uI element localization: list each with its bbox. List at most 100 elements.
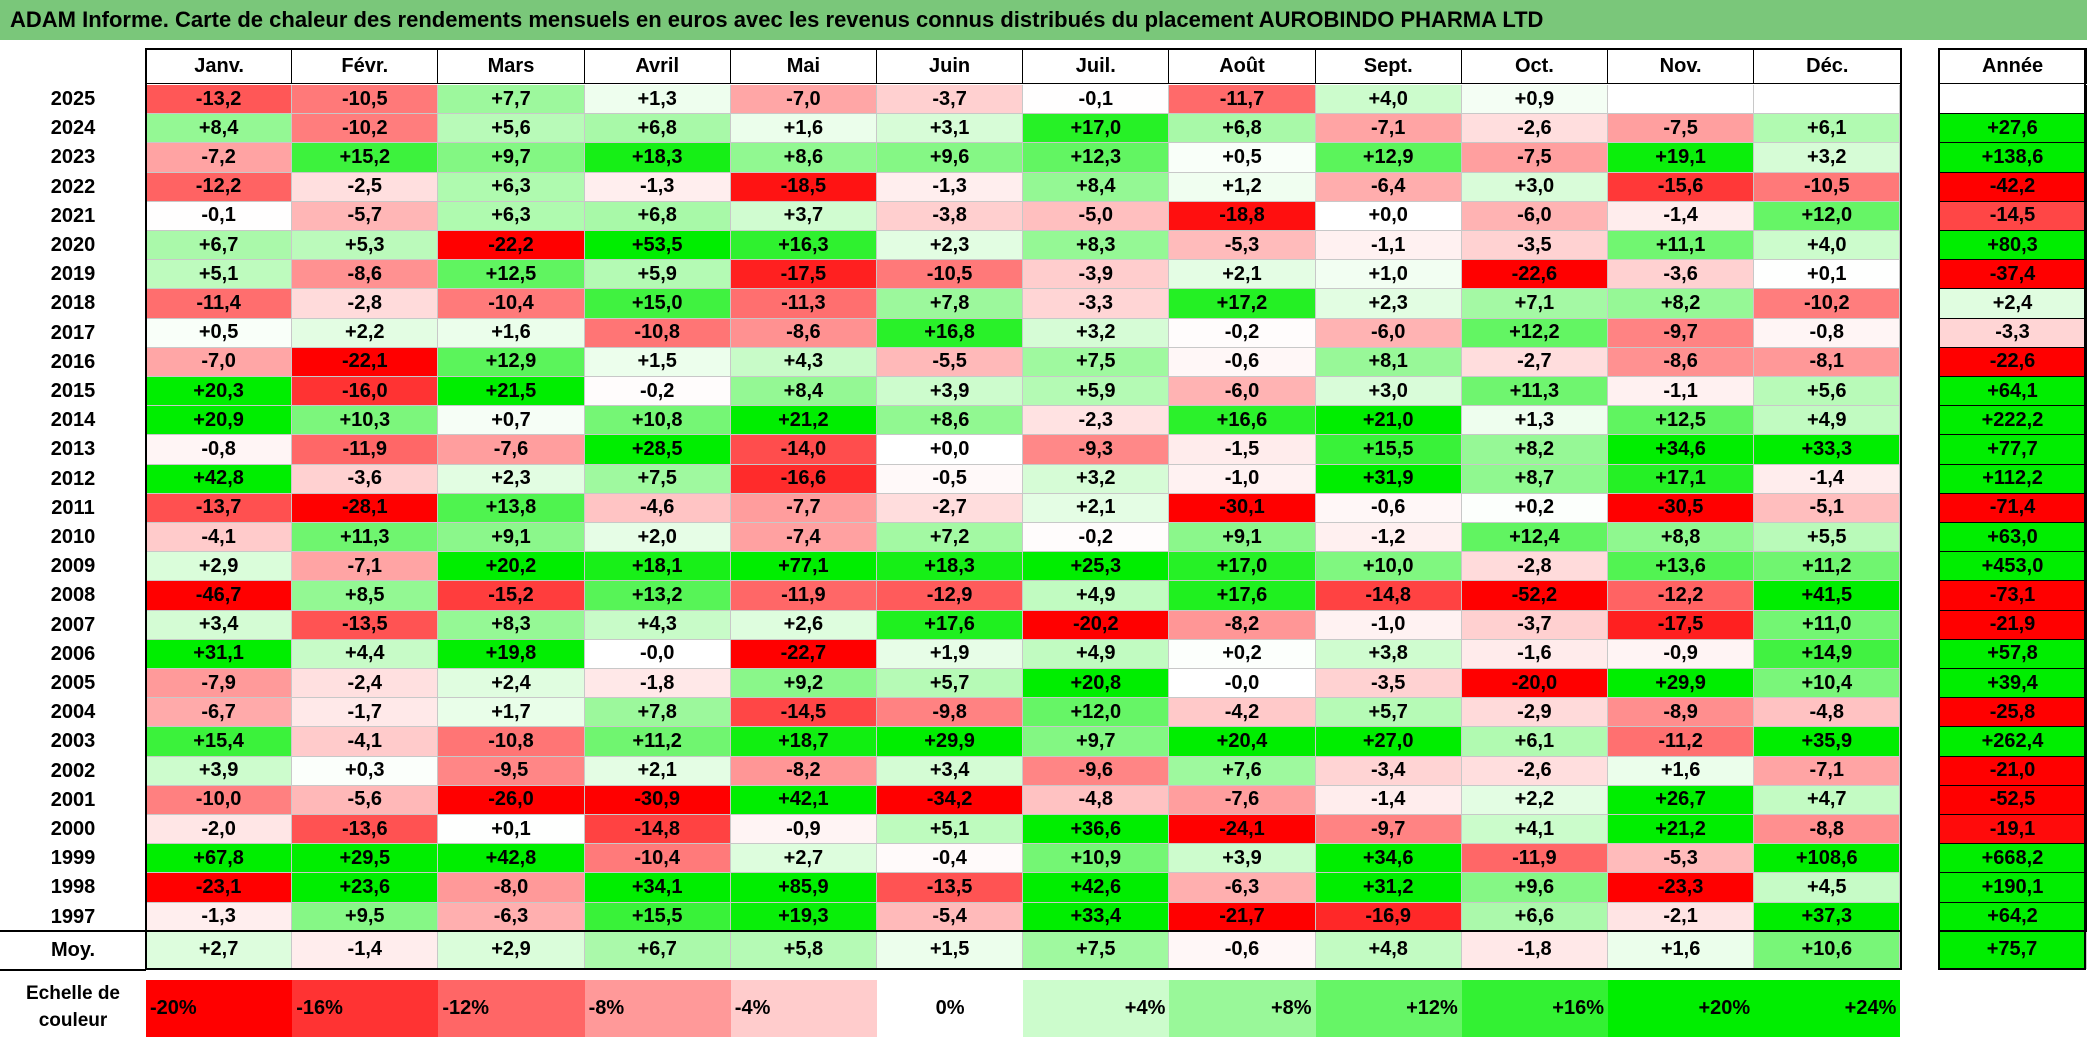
heatmap-cell: +17,6 bbox=[1169, 581, 1316, 611]
average-cell: -1,4 bbox=[292, 931, 439, 969]
annual-header: Année bbox=[1938, 48, 2087, 84]
heatmap-cell: -3,3 bbox=[1023, 289, 1170, 319]
heatmap-cell: +17,0 bbox=[1169, 552, 1316, 582]
scale-swatch: -4% bbox=[730, 980, 877, 1037]
heatmap-cell: +2,9 bbox=[146, 552, 293, 582]
heatmap-cell: -30,5 bbox=[1608, 493, 1755, 523]
year-label: 2017 bbox=[0, 318, 146, 348]
heatmap-cell: -5,3 bbox=[1169, 231, 1316, 261]
heatmap-cell: -52,2 bbox=[1461, 581, 1608, 611]
heatmap-cell: +0,5 bbox=[1169, 143, 1316, 173]
heatmap-cell: +17,6 bbox=[877, 610, 1024, 640]
heatmap-cell: +2,3 bbox=[438, 464, 585, 494]
heatmap-cell: +29,9 bbox=[877, 727, 1024, 757]
heatmap-cell: -2,5 bbox=[292, 172, 439, 202]
heatmap-cell: +8,4 bbox=[146, 114, 293, 144]
heatmap-cell: -1,3 bbox=[584, 172, 731, 202]
heatmap-cell: +19,3 bbox=[730, 902, 877, 932]
year-label: 2000 bbox=[0, 815, 146, 845]
heatmap-cell: -7,0 bbox=[730, 85, 877, 115]
annual-cell: +27,6 bbox=[1938, 114, 2087, 144]
heatmap-cell: +5,5 bbox=[1754, 523, 1901, 553]
heatmap-cell: +17,2 bbox=[1169, 289, 1316, 319]
heatmap-cell: +9,7 bbox=[438, 143, 585, 173]
heatmap-cell: +21,2 bbox=[730, 406, 877, 436]
year-label: 2006 bbox=[0, 639, 146, 669]
heatmap-cell: -16,0 bbox=[292, 377, 439, 407]
heatmap-cell: +29,5 bbox=[292, 844, 439, 874]
year-label: 1997 bbox=[0, 902, 146, 932]
annual-cell: +2,4 bbox=[1938, 289, 2087, 319]
heatmap-cell: +3,1 bbox=[877, 114, 1024, 144]
heatmap-cell: +17,0 bbox=[1023, 114, 1170, 144]
heatmap-cell: +9,1 bbox=[438, 523, 585, 553]
year-label: 2007 bbox=[0, 610, 146, 640]
heatmap-cell: +27,0 bbox=[1315, 727, 1462, 757]
heatmap-cell: +20,4 bbox=[1169, 727, 1316, 757]
average-cell: +2,9 bbox=[438, 931, 585, 969]
heatmap-cell: +0,2 bbox=[1169, 639, 1316, 669]
heatmap-cell: +19,8 bbox=[438, 639, 585, 669]
average-cell: +1,5 bbox=[877, 931, 1024, 969]
heatmap-cell: +1,6 bbox=[730, 114, 877, 144]
heatmap-cell: +17,1 bbox=[1608, 464, 1755, 494]
heatmap-cell: -23,1 bbox=[146, 873, 293, 903]
heatmap-cell: +6,7 bbox=[146, 231, 293, 261]
heatmap-cell: -22,6 bbox=[1461, 260, 1608, 290]
heatmap-cell: -16,9 bbox=[1315, 902, 1462, 932]
scale-swatch: +20% bbox=[1608, 980, 1755, 1037]
heatmap-cell: -6,7 bbox=[146, 698, 293, 728]
heatmap-cell: +42,8 bbox=[146, 464, 293, 494]
heatmap-cell: +53,5 bbox=[584, 231, 731, 261]
heatmap-cell: -13,7 bbox=[146, 493, 293, 523]
heatmap-cell: +36,6 bbox=[1023, 815, 1170, 845]
annual-cell: -71,4 bbox=[1938, 493, 2087, 523]
heatmap-cell: -3,7 bbox=[1461, 610, 1608, 640]
year-label: 2005 bbox=[0, 669, 146, 699]
heatmap-cell: +1,0 bbox=[1315, 260, 1462, 290]
heatmap-cell: +21,0 bbox=[1315, 406, 1462, 436]
heatmap-cell: -3,5 bbox=[1315, 669, 1462, 699]
heatmap-cell: -20,0 bbox=[1461, 669, 1608, 699]
heatmap-cell: -7,4 bbox=[730, 523, 877, 553]
annual-cell: +138,6 bbox=[1938, 143, 2087, 173]
heatmap-cell: +5,7 bbox=[1315, 698, 1462, 728]
heatmap-cell: +3,4 bbox=[146, 610, 293, 640]
heatmap-cell: +5,6 bbox=[438, 114, 585, 144]
heatmap-cell: +0,7 bbox=[438, 406, 585, 436]
heatmap-cell: -4,8 bbox=[1023, 785, 1170, 815]
heatmap-cell: +33,4 bbox=[1023, 902, 1170, 932]
heatmap-cell: -7,7 bbox=[730, 493, 877, 523]
year-label: 2009 bbox=[0, 552, 146, 582]
heatmap-cell: +4,4 bbox=[292, 639, 439, 669]
annual-cell: +112,2 bbox=[1938, 464, 2087, 494]
heatmap-cell: -10,0 bbox=[146, 785, 293, 815]
annual-cell: +668,2 bbox=[1938, 844, 2087, 874]
annual-cell: -42,2 bbox=[1938, 172, 2087, 202]
heatmap-cell: +0,0 bbox=[1315, 201, 1462, 231]
heatmap-cell: +4,0 bbox=[1315, 85, 1462, 115]
heatmap-cell: -10,4 bbox=[438, 289, 585, 319]
heatmap-cell: -1,3 bbox=[146, 902, 293, 932]
annual-cell: +453,0 bbox=[1938, 552, 2087, 582]
average-cell: +4,8 bbox=[1315, 931, 1462, 969]
heatmap-cell: -5,3 bbox=[1608, 844, 1755, 874]
heatmap-cell: -0,0 bbox=[584, 639, 731, 669]
heatmap-cell: -26,0 bbox=[438, 785, 585, 815]
average-separator bbox=[0, 930, 1903, 932]
heatmap-cell: +4,5 bbox=[1754, 873, 1901, 903]
heatmap-cell: +7,7 bbox=[438, 85, 585, 115]
heatmap-cell: -3,8 bbox=[877, 201, 1024, 231]
heatmap-cell: -6,0 bbox=[1315, 318, 1462, 348]
chart-title: ADAM Informe. Carte de chaleur des rende… bbox=[0, 0, 2087, 40]
heatmap-cell: +108,6 bbox=[1754, 844, 1901, 874]
heatmap-cell: -7,0 bbox=[146, 347, 293, 377]
year-label: 2010 bbox=[0, 523, 146, 553]
heatmap-cell: -30,9 bbox=[584, 785, 731, 815]
heatmap-cell: -1,0 bbox=[1315, 610, 1462, 640]
month-header: Janv. bbox=[146, 48, 293, 84]
heatmap-cell: +7,8 bbox=[877, 289, 1024, 319]
heatmap-cell: -18,8 bbox=[1169, 201, 1316, 231]
heatmap-cell: -3,7 bbox=[877, 85, 1024, 115]
heatmap-cell: -21,7 bbox=[1169, 902, 1316, 932]
